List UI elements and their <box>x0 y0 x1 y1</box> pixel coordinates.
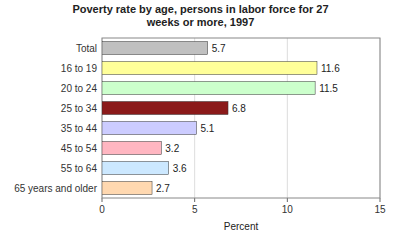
tick-mark <box>380 198 381 202</box>
bar <box>102 162 169 175</box>
data-label: 11.6 <box>321 63 340 74</box>
bar <box>102 142 161 155</box>
data-label: 3.6 <box>173 163 187 174</box>
data-label: 2.7 <box>156 183 170 194</box>
plot-frame <box>102 38 380 198</box>
x-axis: 0 5 10 15 <box>99 198 386 215</box>
category-label: 55 to 64 <box>61 163 98 174</box>
data-label: 5.7 <box>212 43 226 54</box>
bar <box>102 122 197 135</box>
bar <box>102 82 315 95</box>
category-label: Total <box>76 43 97 54</box>
bar <box>102 62 317 75</box>
chart-container: Poverty rate by age, persons in labor fo… <box>0 0 401 238</box>
tick-mark <box>102 198 103 202</box>
title-line: Poverty rate by age, persons in labor fo… <box>72 3 328 15</box>
category-label: 65 years and older <box>14 183 98 194</box>
tick-label: 15 <box>374 204 386 215</box>
category-label: 35 to 44 <box>61 123 98 134</box>
tick-label: 0 <box>99 204 105 215</box>
category-label: 20 to 24 <box>61 83 98 94</box>
tick-label: 10 <box>282 204 294 215</box>
category-label: 25 to 34 <box>61 103 98 114</box>
data-label: 6.8 <box>232 103 246 114</box>
tick-mark <box>194 198 195 202</box>
y-axis: Total 16 to 19 20 to 24 25 to 34 35 to 44 45 … <box>14 43 98 194</box>
data-label: 3.2 <box>165 143 179 154</box>
category-label: 16 to 19 <box>61 63 98 74</box>
x-axis-label: Percent <box>224 221 259 232</box>
chart-svg: Poverty rate by age, persons in labor fo… <box>0 0 401 238</box>
data-labels: 5.7 11.6 11.5 6.8 5.1 3.2 3.62.7 <box>156 43 340 194</box>
data-label: 11.5 <box>319 83 338 94</box>
bar <box>102 102 228 115</box>
data-label: 5.1 <box>201 123 215 134</box>
title-line: weeks or more, 1997 <box>146 16 255 28</box>
category-label: 45 to 54 <box>61 143 98 154</box>
tick-mark <box>287 198 288 202</box>
bar <box>102 42 208 55</box>
tick-label: 5 <box>192 204 198 215</box>
bar <box>102 182 152 195</box>
bars <box>102 42 317 195</box>
grid <box>102 38 380 198</box>
title: Poverty rate by age, persons in labor fo… <box>72 3 328 28</box>
